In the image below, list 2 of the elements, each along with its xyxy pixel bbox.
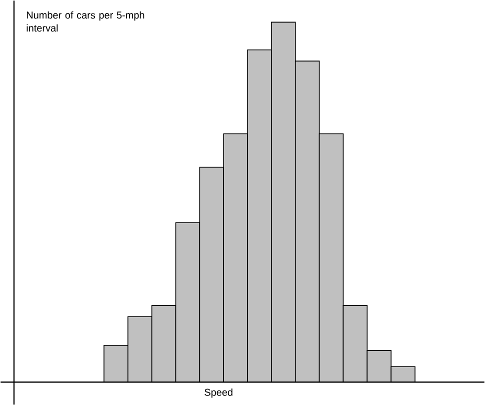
y-axis-title: Number of cars per 5-mph interval <box>26 11 144 32</box>
x-axis-title: Speed <box>204 388 232 398</box>
